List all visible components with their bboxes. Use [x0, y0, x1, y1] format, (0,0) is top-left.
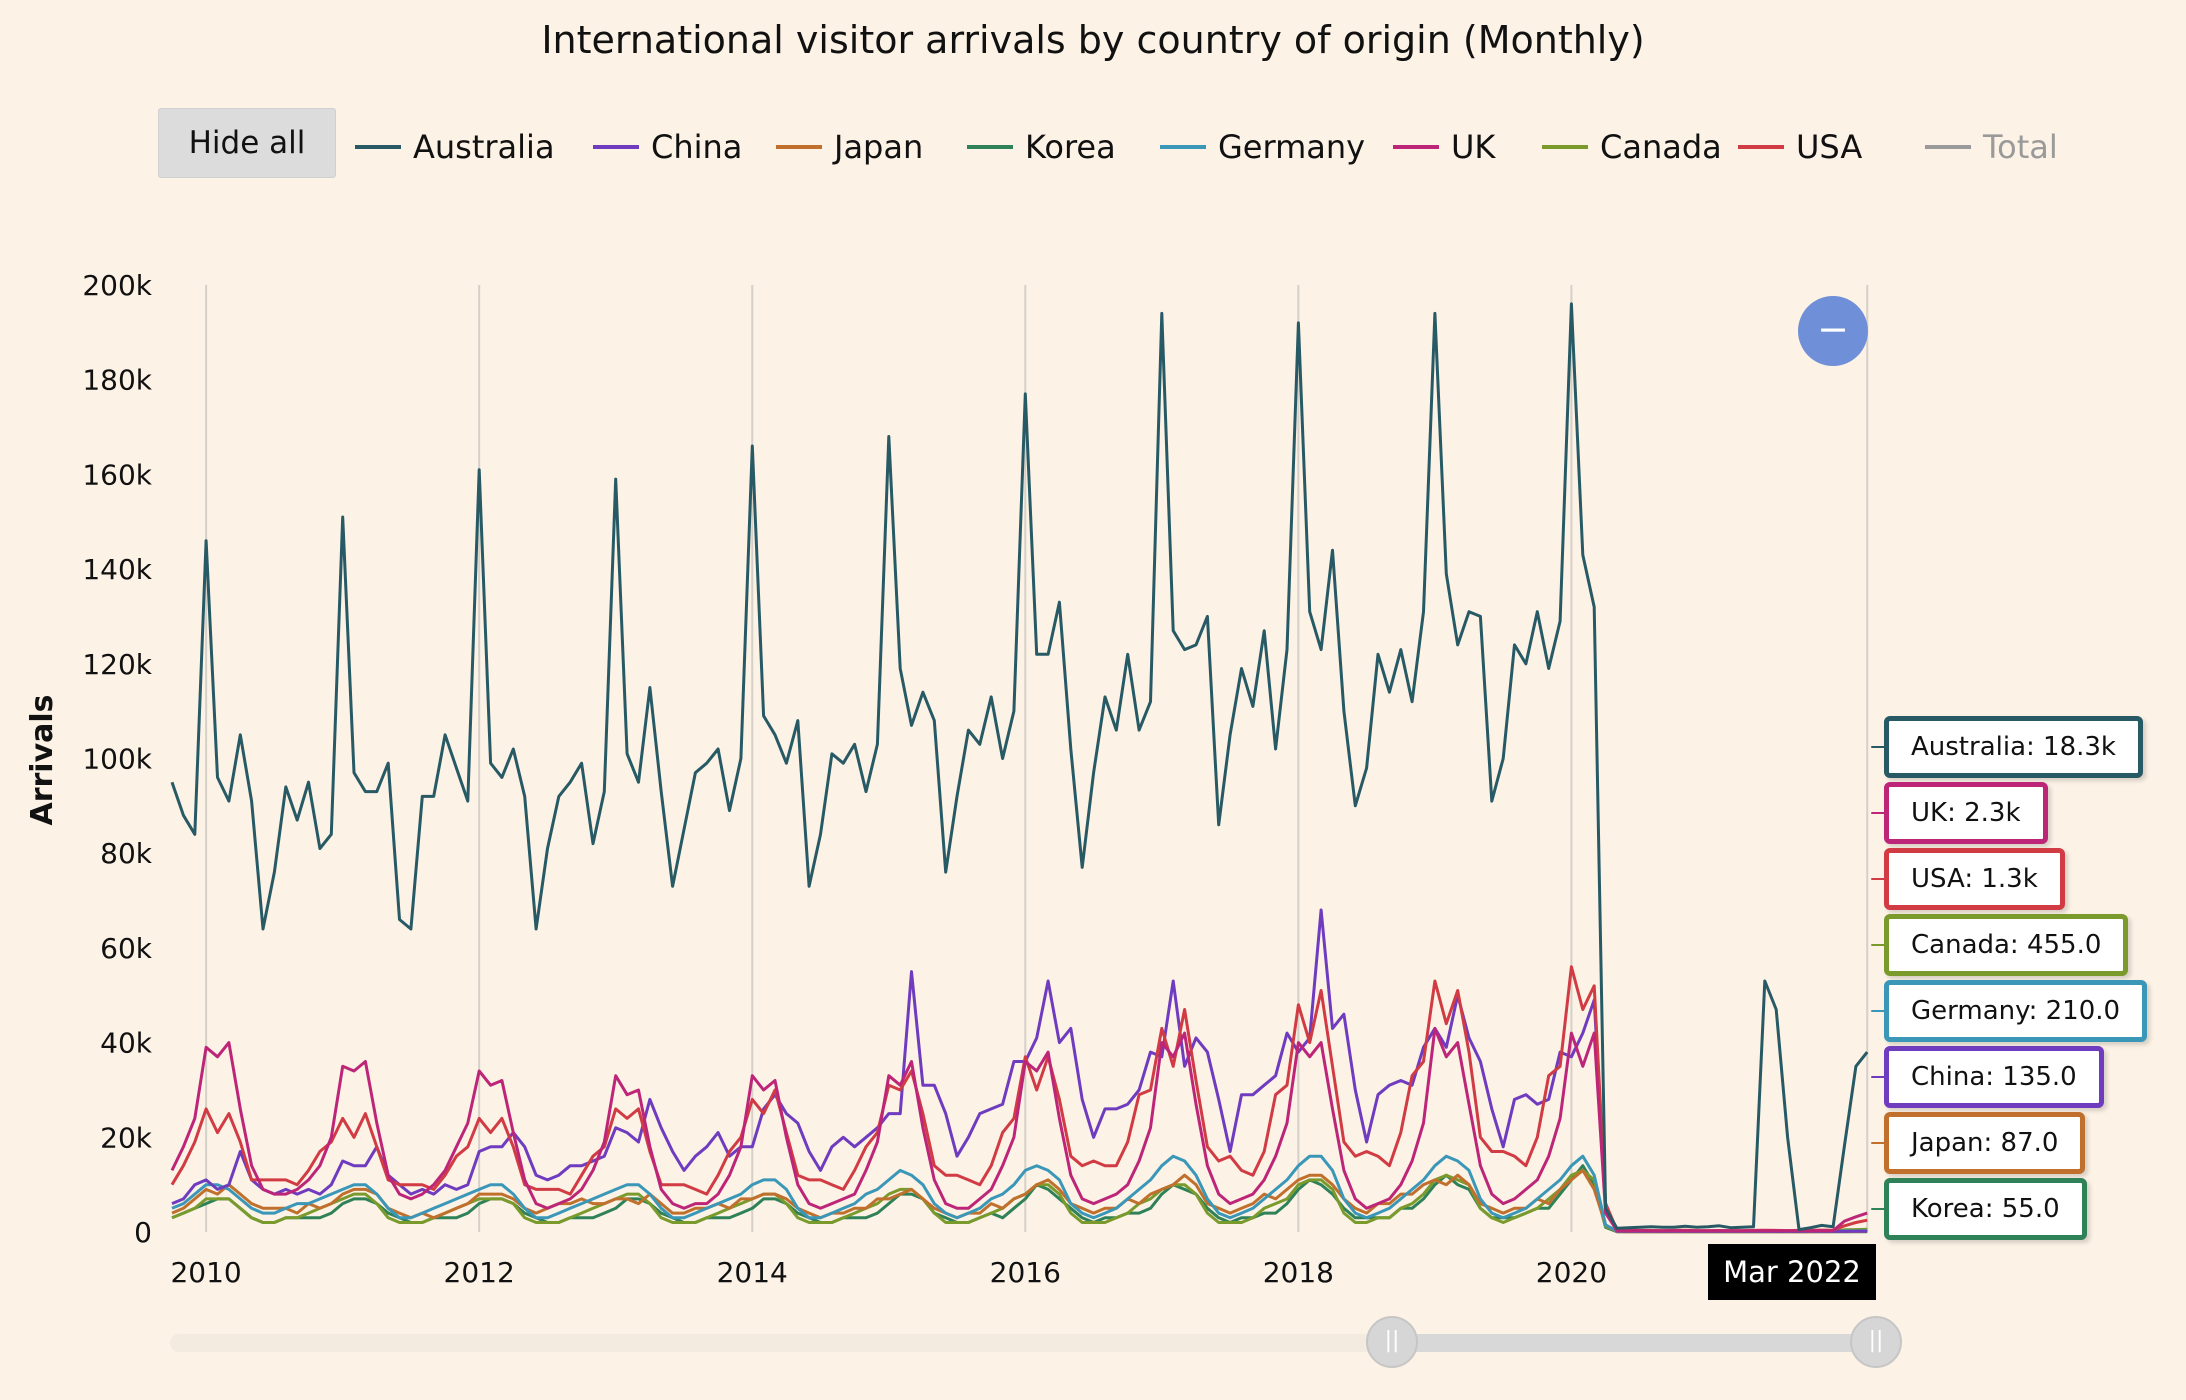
y-tick-label: 40k [100, 1027, 153, 1060]
y-tick-label: 200k [82, 269, 152, 302]
y-tick-label: 180k [82, 364, 152, 397]
legend-label: China [651, 128, 743, 166]
range-slider-right-handle[interactable]: || [1850, 1316, 1902, 1368]
x-tick-label: 2014 [717, 1256, 788, 1289]
legend-label: Australia [413, 128, 555, 166]
legend-item-canada[interactable]: Canada [1542, 122, 1722, 172]
range-slider-selection[interactable] [1392, 1334, 1878, 1352]
legend-label: Total [1983, 128, 2058, 166]
y-tick-label: 100k [82, 743, 152, 776]
legend-swatch [355, 145, 401, 149]
legend-swatch [1738, 145, 1784, 149]
tooltip-usa: USA: 1.3k [1884, 848, 2065, 910]
tooltip-korea: Korea: 55.0 [1884, 1178, 2087, 1240]
series-line-japan[interactable] [171, 1168, 1868, 1234]
legend-item-australia[interactable]: Australia [355, 122, 555, 172]
legend-label: Korea [1025, 128, 1116, 166]
y-axis-label: Arrivals [25, 694, 60, 825]
legend-item-uk[interactable]: UK [1393, 122, 1495, 172]
y-tick-label: 160k [82, 458, 152, 491]
legend-swatch [593, 145, 639, 149]
legend-label: Japan [834, 128, 924, 166]
legend-label: USA [1796, 128, 1863, 166]
tooltip-china: China: 135.0 [1884, 1046, 2104, 1108]
series-line-australia[interactable] [170, 302, 1869, 1232]
series-lines [170, 302, 1869, 1234]
legend-swatch [776, 145, 822, 149]
tooltip-canada: Canada: 455.0 [1884, 914, 2129, 976]
range-slider-left-handle[interactable]: || [1366, 1316, 1418, 1368]
hide-all-button[interactable]: Hide all [158, 108, 336, 178]
legend-item-korea[interactable]: Korea [967, 122, 1116, 172]
x-tick-label: 2018 [1263, 1256, 1334, 1289]
x-tick-label: 2020 [1536, 1256, 1607, 1289]
legend-item-usa[interactable]: USA [1738, 122, 1862, 172]
minus-icon: − [1817, 307, 1849, 351]
x-tick-label: 2010 [170, 1256, 241, 1289]
legend-swatch [1925, 145, 1971, 149]
x-tick-label: 2016 [990, 1256, 1061, 1289]
series-line-china[interactable] [171, 908, 1868, 1233]
series-line-korea[interactable] [171, 1164, 1868, 1234]
y-tick-label: 0 [134, 1216, 152, 1249]
axes: 2010 2012 2014 2016 2018 2020 0 20k 40k 60k 80k 100… [82, 269, 1607, 1289]
y-tick-label: 20k [100, 1121, 153, 1154]
legend-item-total[interactable]: Total [1925, 122, 2058, 172]
chart-title: International visitor arrivals by countr… [541, 18, 1645, 62]
legend-label: Canada [1600, 128, 1722, 166]
y-tick-label: 120k [82, 648, 152, 681]
legend-swatch [1542, 145, 1588, 149]
x-tick-label: 2012 [444, 1256, 515, 1289]
legend-swatch [1393, 145, 1439, 149]
legend-label: UK [1451, 128, 1496, 166]
series-line-usa[interactable] [170, 965, 1868, 1233]
y-tick-label: 140k [82, 553, 152, 586]
legend-item-germany[interactable]: Germany [1160, 122, 1365, 172]
y-tick-label: 80k [100, 837, 153, 870]
legend-item-japan[interactable]: Japan [776, 122, 923, 172]
crosshair-date-label: Mar 2022 [1708, 1244, 1876, 1300]
tooltip-germany: Germany: 210.0 [1884, 980, 2148, 1042]
legend-swatch [1160, 145, 1206, 149]
legend-label: Germany [1218, 128, 1366, 166]
zoom-out-button[interactable]: − [1798, 296, 1868, 366]
series-line-germany[interactable] [171, 1154, 1868, 1233]
tooltip-australia: Australia: 18.3k [1884, 716, 2143, 778]
legend-swatch [967, 145, 1013, 149]
y-tick-label: 60k [100, 932, 153, 965]
legend-item-china[interactable]: China [593, 122, 742, 172]
tooltip-uk: UK: 2.3k [1884, 782, 2048, 844]
tooltip-japan: Japan: 87.0 [1884, 1112, 2086, 1174]
series-line-uk[interactable] [170, 1026, 1868, 1233]
